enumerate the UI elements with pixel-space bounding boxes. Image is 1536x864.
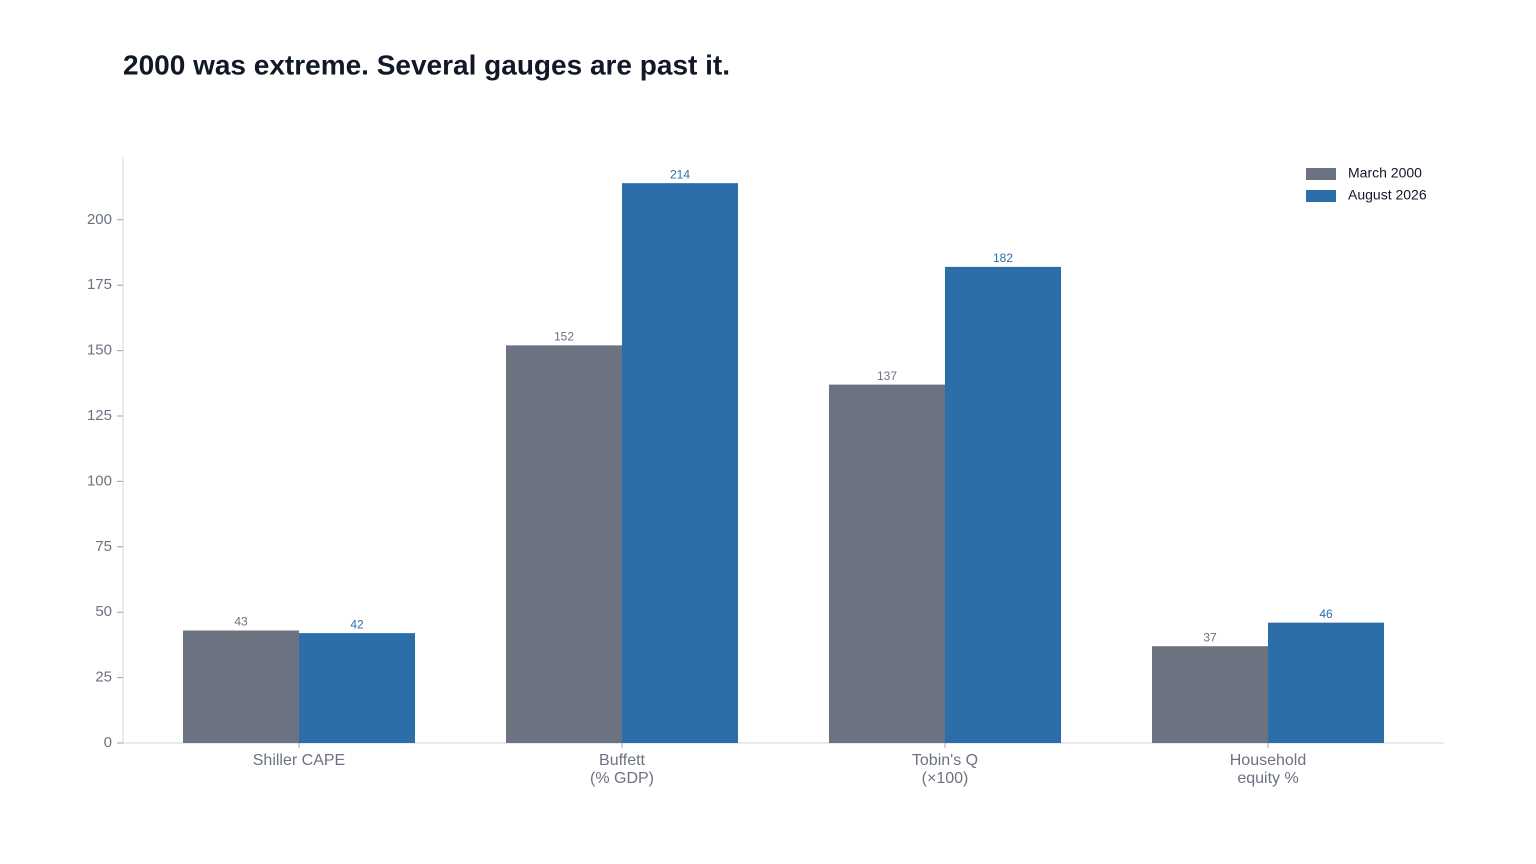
bar: [183, 630, 299, 743]
value-label: 42: [350, 617, 364, 631]
x-tick-label: Tobin's Q (×100): [911, 752, 979, 787]
legend-swatch: [1306, 190, 1336, 202]
legend-swatch: [1306, 168, 1336, 180]
value-label: 37: [1203, 630, 1217, 644]
legend-label: March 2000: [1348, 165, 1422, 181]
bar: [506, 345, 622, 743]
bar: [1268, 622, 1384, 743]
value-label: 137: [877, 369, 897, 383]
y-tick-label: 50: [95, 603, 112, 620]
bar: [299, 633, 415, 743]
y-tick-label: 0: [104, 734, 112, 751]
value-label: 43: [234, 615, 248, 629]
y-tick-label: 75: [95, 538, 112, 555]
y-tick-label: 150: [87, 342, 112, 359]
y-tick-label: 125: [87, 407, 112, 424]
bar: [1152, 646, 1268, 743]
bar: [829, 384, 945, 743]
value-label: 214: [670, 167, 690, 181]
y-tick-label: 175: [87, 276, 112, 293]
y-tick-label: 25: [95, 669, 112, 686]
x-tick-label: Household equity %: [1229, 752, 1307, 787]
bar: [622, 183, 738, 744]
x-tick-label: Buffett (% GDP): [590, 752, 654, 787]
legend-label: August 2026: [1348, 187, 1427, 203]
value-label: 152: [554, 330, 574, 344]
y-tick-label: 100: [87, 472, 112, 489]
y-tick-label: 200: [87, 211, 112, 228]
chart-title: 2000 was extreme. Several gauges are pas…: [123, 49, 730, 80]
value-label: 182: [993, 251, 1013, 265]
value-label: 46: [1319, 607, 1333, 621]
bar: [945, 266, 1061, 743]
x-tick-label: Shiller CAPE: [252, 752, 346, 769]
